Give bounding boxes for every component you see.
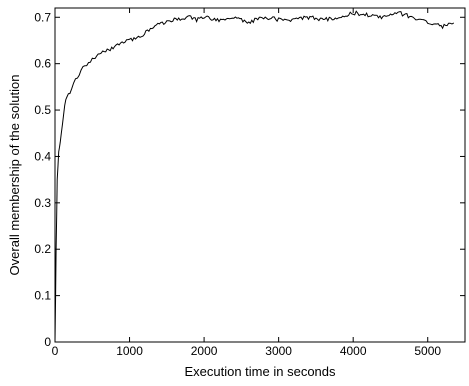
x-axis-ticks: 0 1000 2000 3000 4000 5000 <box>52 8 441 358</box>
x-tick-label: 4000 <box>340 344 367 358</box>
x-tick-label: 0 <box>52 344 59 358</box>
y-tick-label: 0.6 <box>34 57 51 71</box>
y-tick-label: 0.2 <box>34 242 51 256</box>
y-tick-label: 0 <box>44 335 51 349</box>
y-tick-label: 0.5 <box>34 103 51 117</box>
x-tick-label: 2000 <box>191 344 218 358</box>
series-line <box>54 10 455 343</box>
y-tick-label: 0.7 <box>34 10 51 24</box>
x-axis-label: Execution time in seconds <box>184 364 336 379</box>
x-tick-label: 1000 <box>116 344 143 358</box>
y-tick-label: 0.3 <box>34 196 51 210</box>
x-tick-label: 5000 <box>414 344 441 358</box>
plot-frame <box>54 7 466 343</box>
y-tick-label: 0.4 <box>34 149 51 163</box>
y-axis-ticks: 0 0.1 0.2 0.3 0.4 0.5 0.6 0.7 <box>34 10 465 349</box>
y-tick-label: 0.1 <box>34 289 51 303</box>
x-tick-label: 3000 <box>265 344 292 358</box>
y-axis-label: Overall membership of the solution <box>7 75 22 276</box>
